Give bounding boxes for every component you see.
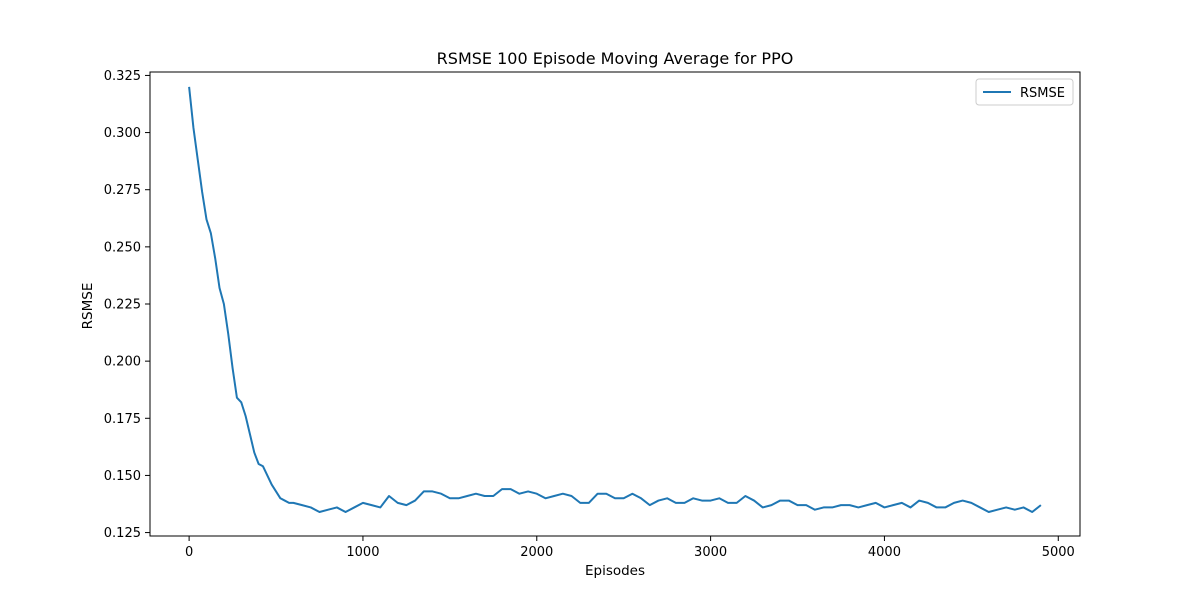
y-tick-label: 0.275 xyxy=(104,183,141,198)
legend-label-rsmse: RSMSE xyxy=(1020,86,1065,101)
y-tick-label: 0.225 xyxy=(104,298,141,313)
chart-title: RSMSE 100 Episode Moving Average for PPO xyxy=(437,49,794,68)
y-tick-label: 0.200 xyxy=(104,355,141,370)
y-tick-label: 0.125 xyxy=(104,526,141,541)
series-line-rsmse xyxy=(188,86,1042,513)
x-tick-label: 3000 xyxy=(694,545,727,560)
x-axis-ticks: 0 1000 2000 3000 4000 5000 xyxy=(185,536,1075,560)
y-axis-label: RSMSE xyxy=(80,283,96,330)
x-tick-label: 4000 xyxy=(868,545,901,560)
legend: RSMSE xyxy=(975,78,1074,106)
legend-box xyxy=(975,78,1074,106)
y-tick-label: 0.300 xyxy=(104,126,141,141)
x-tick-label: 5000 xyxy=(1042,545,1075,560)
y-tick-label: 0.250 xyxy=(104,240,141,255)
y-axis-ticks: 0.125 0.150 0.175 0.200 0.225 0.250 0.275 0.300… xyxy=(104,69,150,541)
x-tick-label: 0 xyxy=(185,545,193,560)
y-tick-label: 0.325 xyxy=(104,69,141,84)
y-tick-label: 0.150 xyxy=(104,469,141,484)
x-tick-label: 2000 xyxy=(520,545,553,560)
y-tick-label: 0.175 xyxy=(104,412,141,427)
x-axis-label: Episodes xyxy=(585,563,645,579)
x-tick-label: 1000 xyxy=(346,545,379,560)
